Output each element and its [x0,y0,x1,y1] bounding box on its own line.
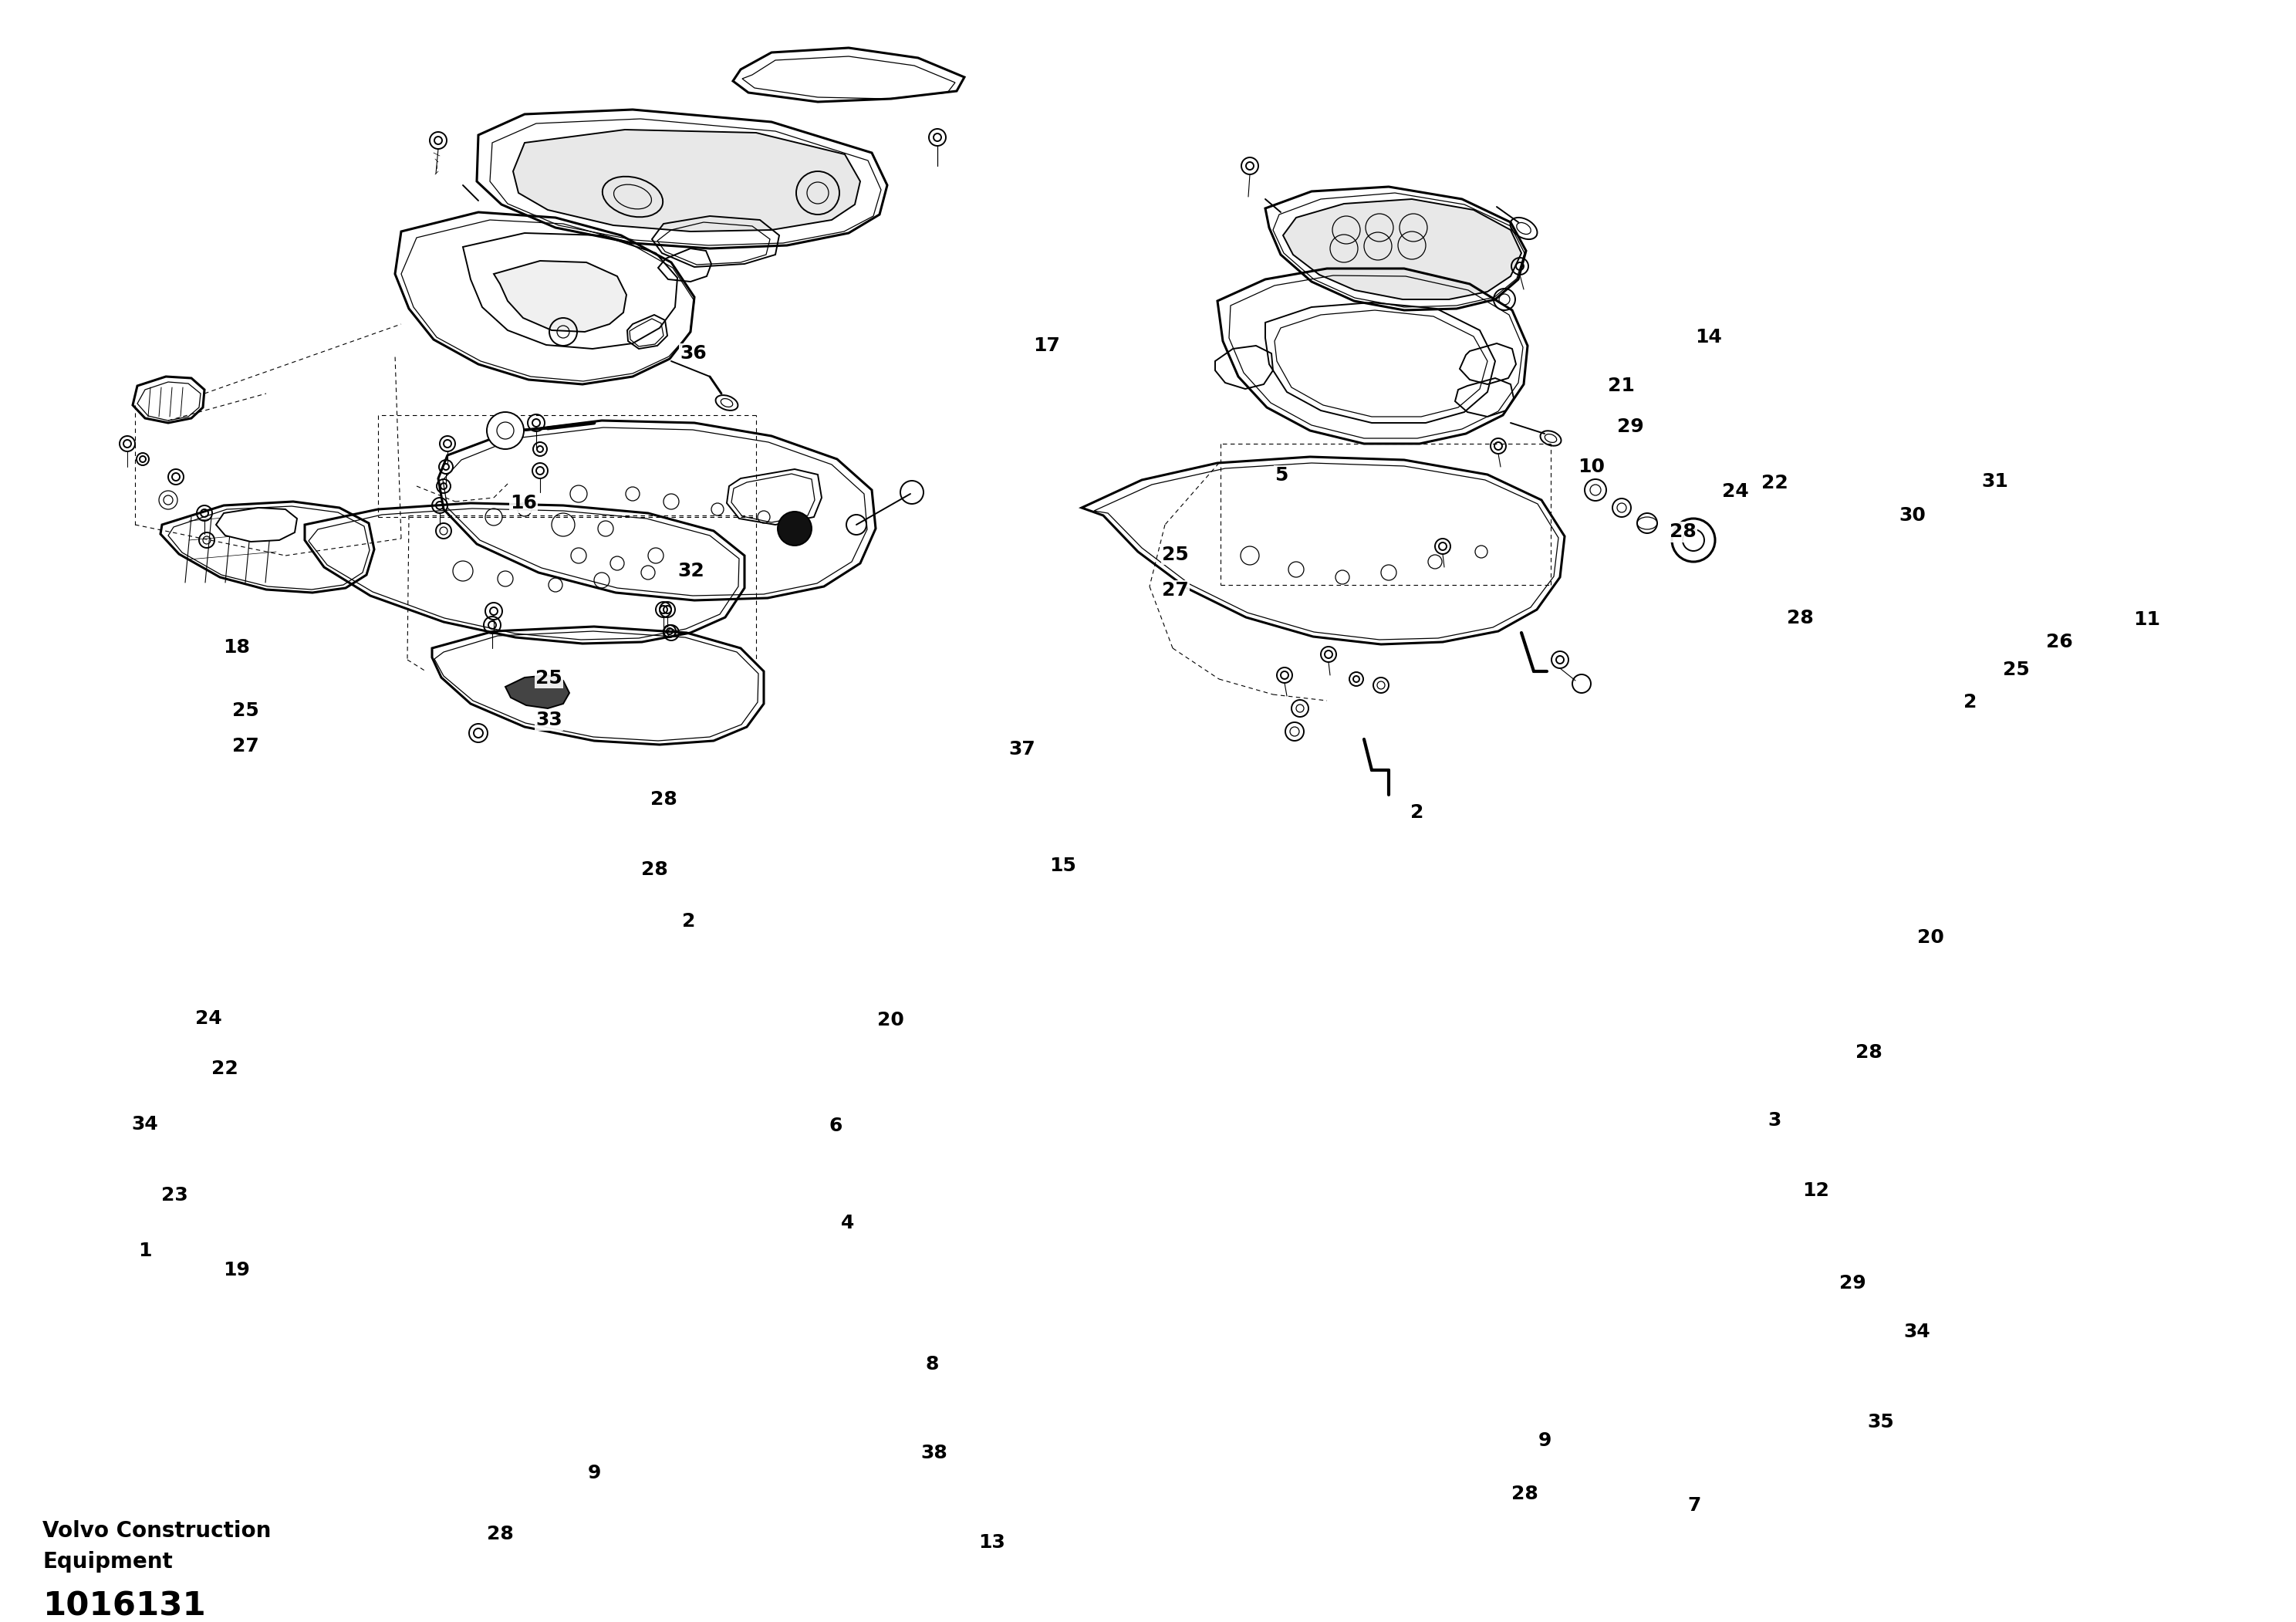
Text: 38: 38 [921,1444,948,1463]
Circle shape [487,412,523,449]
Text: 27: 27 [1162,581,1189,600]
Text: 8: 8 [925,1354,939,1374]
Text: 28: 28 [1511,1484,1538,1504]
Text: 9: 9 [1538,1431,1552,1450]
Text: 25: 25 [535,668,563,688]
Text: 22: 22 [1761,474,1789,493]
Text: 12: 12 [1802,1181,1830,1200]
Text: 28: 28 [641,860,668,879]
Text: 11: 11 [2133,610,2161,629]
Text: 20: 20 [877,1011,905,1030]
Text: 28: 28 [1855,1043,1883,1062]
Text: 24: 24 [1722,482,1750,501]
Text: Volvo Construction: Volvo Construction [41,1520,271,1543]
Text: 24: 24 [195,1009,223,1028]
Polygon shape [216,508,296,542]
Text: 15: 15 [1049,856,1077,876]
Polygon shape [505,675,569,709]
Circle shape [778,511,810,545]
Text: 4: 4 [840,1213,854,1233]
Polygon shape [512,130,861,232]
Text: 25: 25 [2002,660,2030,680]
Text: 14: 14 [1694,328,1722,347]
Text: 17: 17 [1033,336,1061,355]
Text: 36: 36 [680,344,707,363]
Text: 28: 28 [487,1525,514,1544]
Text: 34: 34 [1903,1322,1931,1341]
Polygon shape [494,261,627,333]
Text: 37: 37 [1008,740,1035,759]
Text: 9: 9 [588,1463,602,1483]
Text: 29: 29 [1839,1273,1867,1293]
Text: 5: 5 [1274,466,1288,485]
Text: 26: 26 [2046,633,2073,652]
Text: 3: 3 [1768,1111,1782,1131]
Text: 21: 21 [1607,376,1635,396]
Text: 35: 35 [1867,1413,1894,1432]
Text: 1: 1 [138,1241,152,1260]
Text: 28: 28 [1669,522,1697,542]
Text: 10: 10 [1577,457,1605,477]
Text: 33: 33 [535,710,563,730]
Text: 31: 31 [1981,472,2009,491]
Text: 13: 13 [978,1533,1006,1552]
Text: 29: 29 [1616,417,1644,436]
Text: 19: 19 [223,1260,250,1280]
Text: 2: 2 [1963,693,1977,712]
Text: 23: 23 [161,1186,188,1205]
Text: 30: 30 [1899,506,1926,526]
Text: 27: 27 [232,736,259,756]
Text: 28: 28 [650,790,677,809]
Text: 34: 34 [131,1114,158,1134]
Text: 22: 22 [211,1059,239,1079]
Polygon shape [1283,200,1522,300]
Text: 7: 7 [1688,1495,1701,1515]
Text: 25: 25 [232,701,259,720]
Text: 18: 18 [223,637,250,657]
Text: 6: 6 [829,1116,843,1135]
Text: 32: 32 [677,561,705,581]
Text: 2: 2 [1410,803,1424,822]
Text: 1016131: 1016131 [41,1590,207,1622]
Text: 16: 16 [510,493,537,513]
Text: 28: 28 [1786,608,1814,628]
Text: 20: 20 [1917,928,1945,947]
Text: 25: 25 [1162,545,1189,564]
Text: Equipment: Equipment [41,1551,172,1573]
Text: 2: 2 [682,912,696,931]
